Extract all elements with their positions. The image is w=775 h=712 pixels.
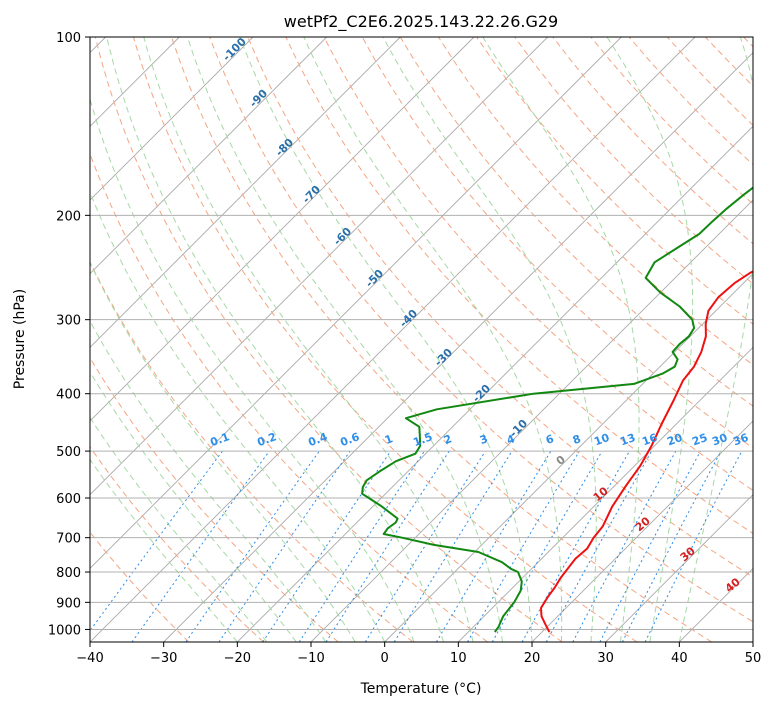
y-tick-label: 900 [56,596,81,611]
x-tick-label: −40 [76,651,103,666]
isotherm-line [753,37,775,642]
x-tick-label: 40 [671,651,688,666]
chart-title: wetPf2_C2E6.2025.143.22.26.G29 [284,12,558,32]
x-tick-label: 30 [597,651,614,666]
x-tick-label: 20 [524,651,541,666]
y-tick-label: 700 [56,532,81,547]
y-axis-ticks: 100 200 300 400 500 600 700 800 900 1000 [48,31,90,638]
x-axis-label: Temperature (°C) [360,681,482,697]
y-tick-label: 800 [56,566,81,581]
x-tick-label: 10 [450,651,467,666]
x-tick-label: −10 [297,651,324,666]
y-tick-label: 300 [56,314,81,329]
x-tick-label: 50 [745,651,762,666]
x-tick-label: 0 [381,651,389,666]
y-tick-label: 1000 [48,623,81,638]
y-axis-label: Pressure (hPa) [12,289,28,389]
y-tick-label: 400 [56,388,81,403]
x-axis-ticks: −40 −30 −20 −10 0 10 20 30 40 50 [76,642,761,666]
y-tick-label: 600 [56,492,81,507]
x-tick-label: −20 [224,651,251,666]
y-tick-label: 200 [56,209,81,224]
y-tick-label: 500 [56,445,81,460]
y-tick-label: 100 [56,31,81,46]
x-tick-label: −30 [150,651,177,666]
